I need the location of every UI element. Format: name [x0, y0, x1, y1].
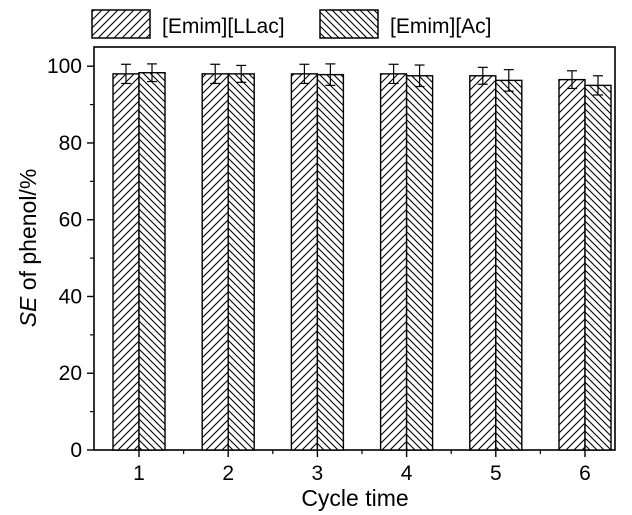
x-axis-label: Cycle time	[301, 485, 408, 511]
bars-layer	[112, 72, 612, 451]
x-tick-label-6: 6	[579, 462, 591, 485]
y-tick-label-20: 20	[59, 362, 82, 385]
legend-label-llac: [Emim][LLac]	[162, 15, 285, 38]
y-axis-label-italic: SE	[15, 296, 41, 327]
bar-ac-cycle-6	[584, 84, 612, 451]
y-axis-label-rest: of phenol/%	[15, 169, 41, 297]
bar-llac-cycle-3	[290, 73, 319, 451]
bar-ac-cycle-5	[495, 79, 523, 451]
legend-swatch-ac	[319, 9, 379, 39]
bar-llac-cycle-6	[558, 78, 586, 451]
bar-llac-cycle-2	[201, 73, 229, 451]
error-bars-layer	[121, 63, 603, 96]
bar-llac-cycle-5	[469, 75, 497, 451]
bar-llac-cycle-4	[379, 73, 408, 451]
y-tick-label-40: 40	[59, 285, 82, 308]
bar-ac-cycle-1	[138, 72, 166, 451]
y-tick-label-80: 80	[59, 132, 82, 155]
x-tick-label-4: 4	[401, 462, 413, 485]
legend-label-ac: [Emim][Ac]	[390, 15, 492, 38]
bar-ac-cycle-4	[405, 75, 434, 451]
legend: [Emim][LLac] [Emim][Ac]	[91, 9, 492, 39]
bar-ac-cycle-2	[227, 73, 255, 451]
plot-frame	[93, 46, 616, 451]
x-tick-label-2: 2	[222, 462, 234, 485]
bar-llac-cycle-1	[112, 73, 140, 451]
x-tick-label-1: 1	[133, 462, 145, 485]
x-tick-label-3: 3	[312, 462, 324, 485]
y-axis-label: SE of phenol/%	[15, 169, 41, 328]
x-tick-label-5: 5	[490, 462, 502, 485]
y-tick-label-60: 60	[59, 209, 82, 232]
y-tick-label-100: 100	[47, 55, 82, 78]
y-tick-label-0: 0	[70, 439, 82, 462]
bar-ac-cycle-3	[316, 73, 345, 451]
legend-swatch-llac	[91, 9, 151, 39]
